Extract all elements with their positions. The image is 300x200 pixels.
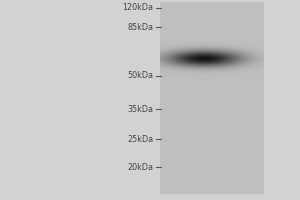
- Text: 25kDa: 25kDa: [127, 134, 153, 144]
- Text: 50kDa: 50kDa: [127, 72, 153, 80]
- Text: 20kDa: 20kDa: [127, 162, 153, 171]
- Text: 35kDa: 35kDa: [127, 105, 153, 114]
- Text: 85kDa: 85kDa: [127, 22, 153, 31]
- Text: 120kDa: 120kDa: [122, 3, 153, 12]
